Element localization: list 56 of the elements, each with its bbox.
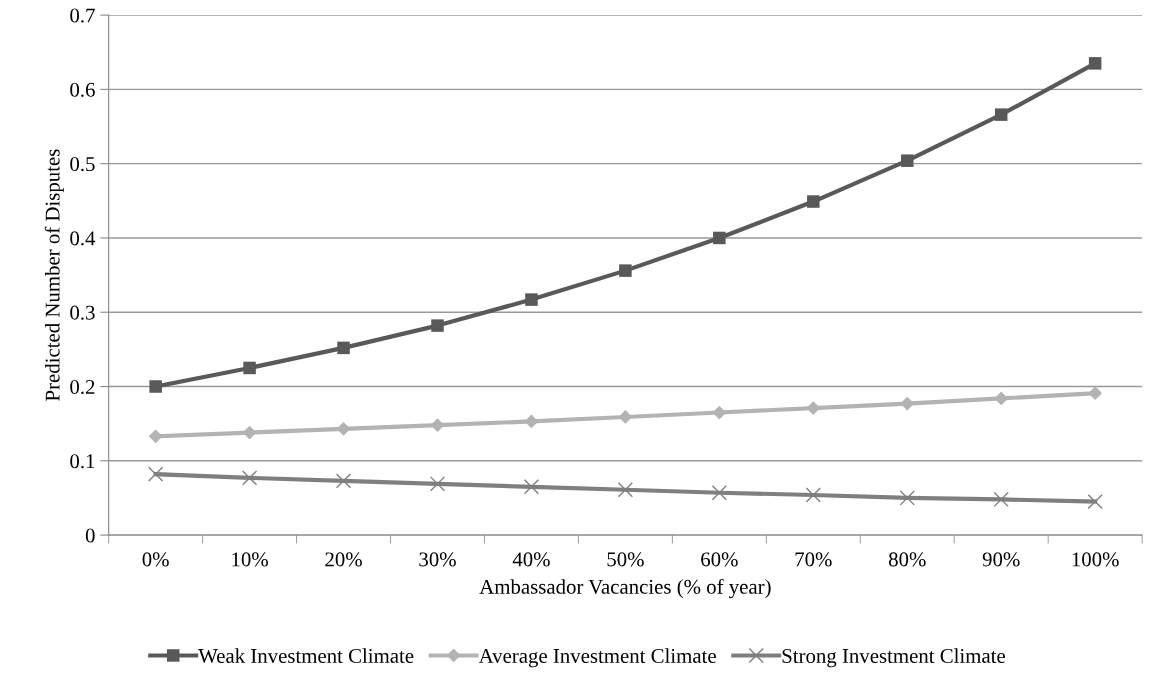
point <box>335 473 352 489</box>
point <box>993 491 1009 508</box>
point <box>525 293 538 306</box>
point <box>807 195 820 208</box>
point <box>242 425 257 440</box>
point <box>994 108 1008 121</box>
y-axis-title: Predicted Number of Disputes <box>44 149 64 401</box>
x-tick-label: 50% <box>607 552 644 567</box>
y-tick-label: 0.2 <box>70 379 95 395</box>
y-tick-label: 0.7 <box>70 8 95 23</box>
legend-label: Weak Investment Climate <box>198 648 414 664</box>
y-tick-label: 0.1 <box>70 454 95 469</box>
point <box>899 490 915 506</box>
legend-label: Strong Investment Climate <box>782 648 1005 668</box>
x-tick-label: 30% <box>419 552 456 567</box>
x-tick-label: 80% <box>888 552 926 567</box>
point <box>148 466 164 482</box>
point <box>523 479 540 495</box>
point <box>1088 57 1102 70</box>
y-tick-label: 0 <box>85 528 95 543</box>
x-axis-title: Ambassador Vacancies (% of year) <box>479 578 771 599</box>
point <box>713 231 726 245</box>
x-tick-label: 60% <box>701 552 738 567</box>
point <box>429 476 446 492</box>
y-tick-label: 0.3 <box>70 305 95 320</box>
point <box>618 410 633 424</box>
point <box>805 487 821 503</box>
point <box>336 421 351 436</box>
x-tick-label: 20% <box>325 552 362 567</box>
x-tick-label: 90% <box>982 552 1020 567</box>
point <box>1087 494 1103 510</box>
x-tick-label: 10% <box>232 552 268 567</box>
y-tick-label: 0.6 <box>70 82 95 97</box>
point <box>337 341 350 355</box>
point <box>900 396 915 411</box>
point <box>524 414 539 429</box>
x-tick-label: 70% <box>795 552 832 567</box>
point <box>994 391 1009 406</box>
y-tick-label: 0.5 <box>70 157 95 172</box>
point <box>619 264 632 277</box>
x-tick-label: 40% <box>512 552 550 567</box>
point <box>1088 386 1103 401</box>
point <box>901 154 914 167</box>
point <box>617 482 634 498</box>
point <box>711 485 727 501</box>
legend-label: Average Investment Climate <box>478 648 716 668</box>
point <box>149 380 162 393</box>
y-tick-label: 0.4 <box>70 231 96 246</box>
point <box>148 429 163 444</box>
point <box>241 470 258 486</box>
point <box>712 405 727 420</box>
point <box>430 418 445 433</box>
point <box>243 361 256 375</box>
x-tick-label: 100% <box>1072 552 1119 567</box>
point <box>431 319 444 332</box>
x-tick-label: 0% <box>142 552 169 567</box>
